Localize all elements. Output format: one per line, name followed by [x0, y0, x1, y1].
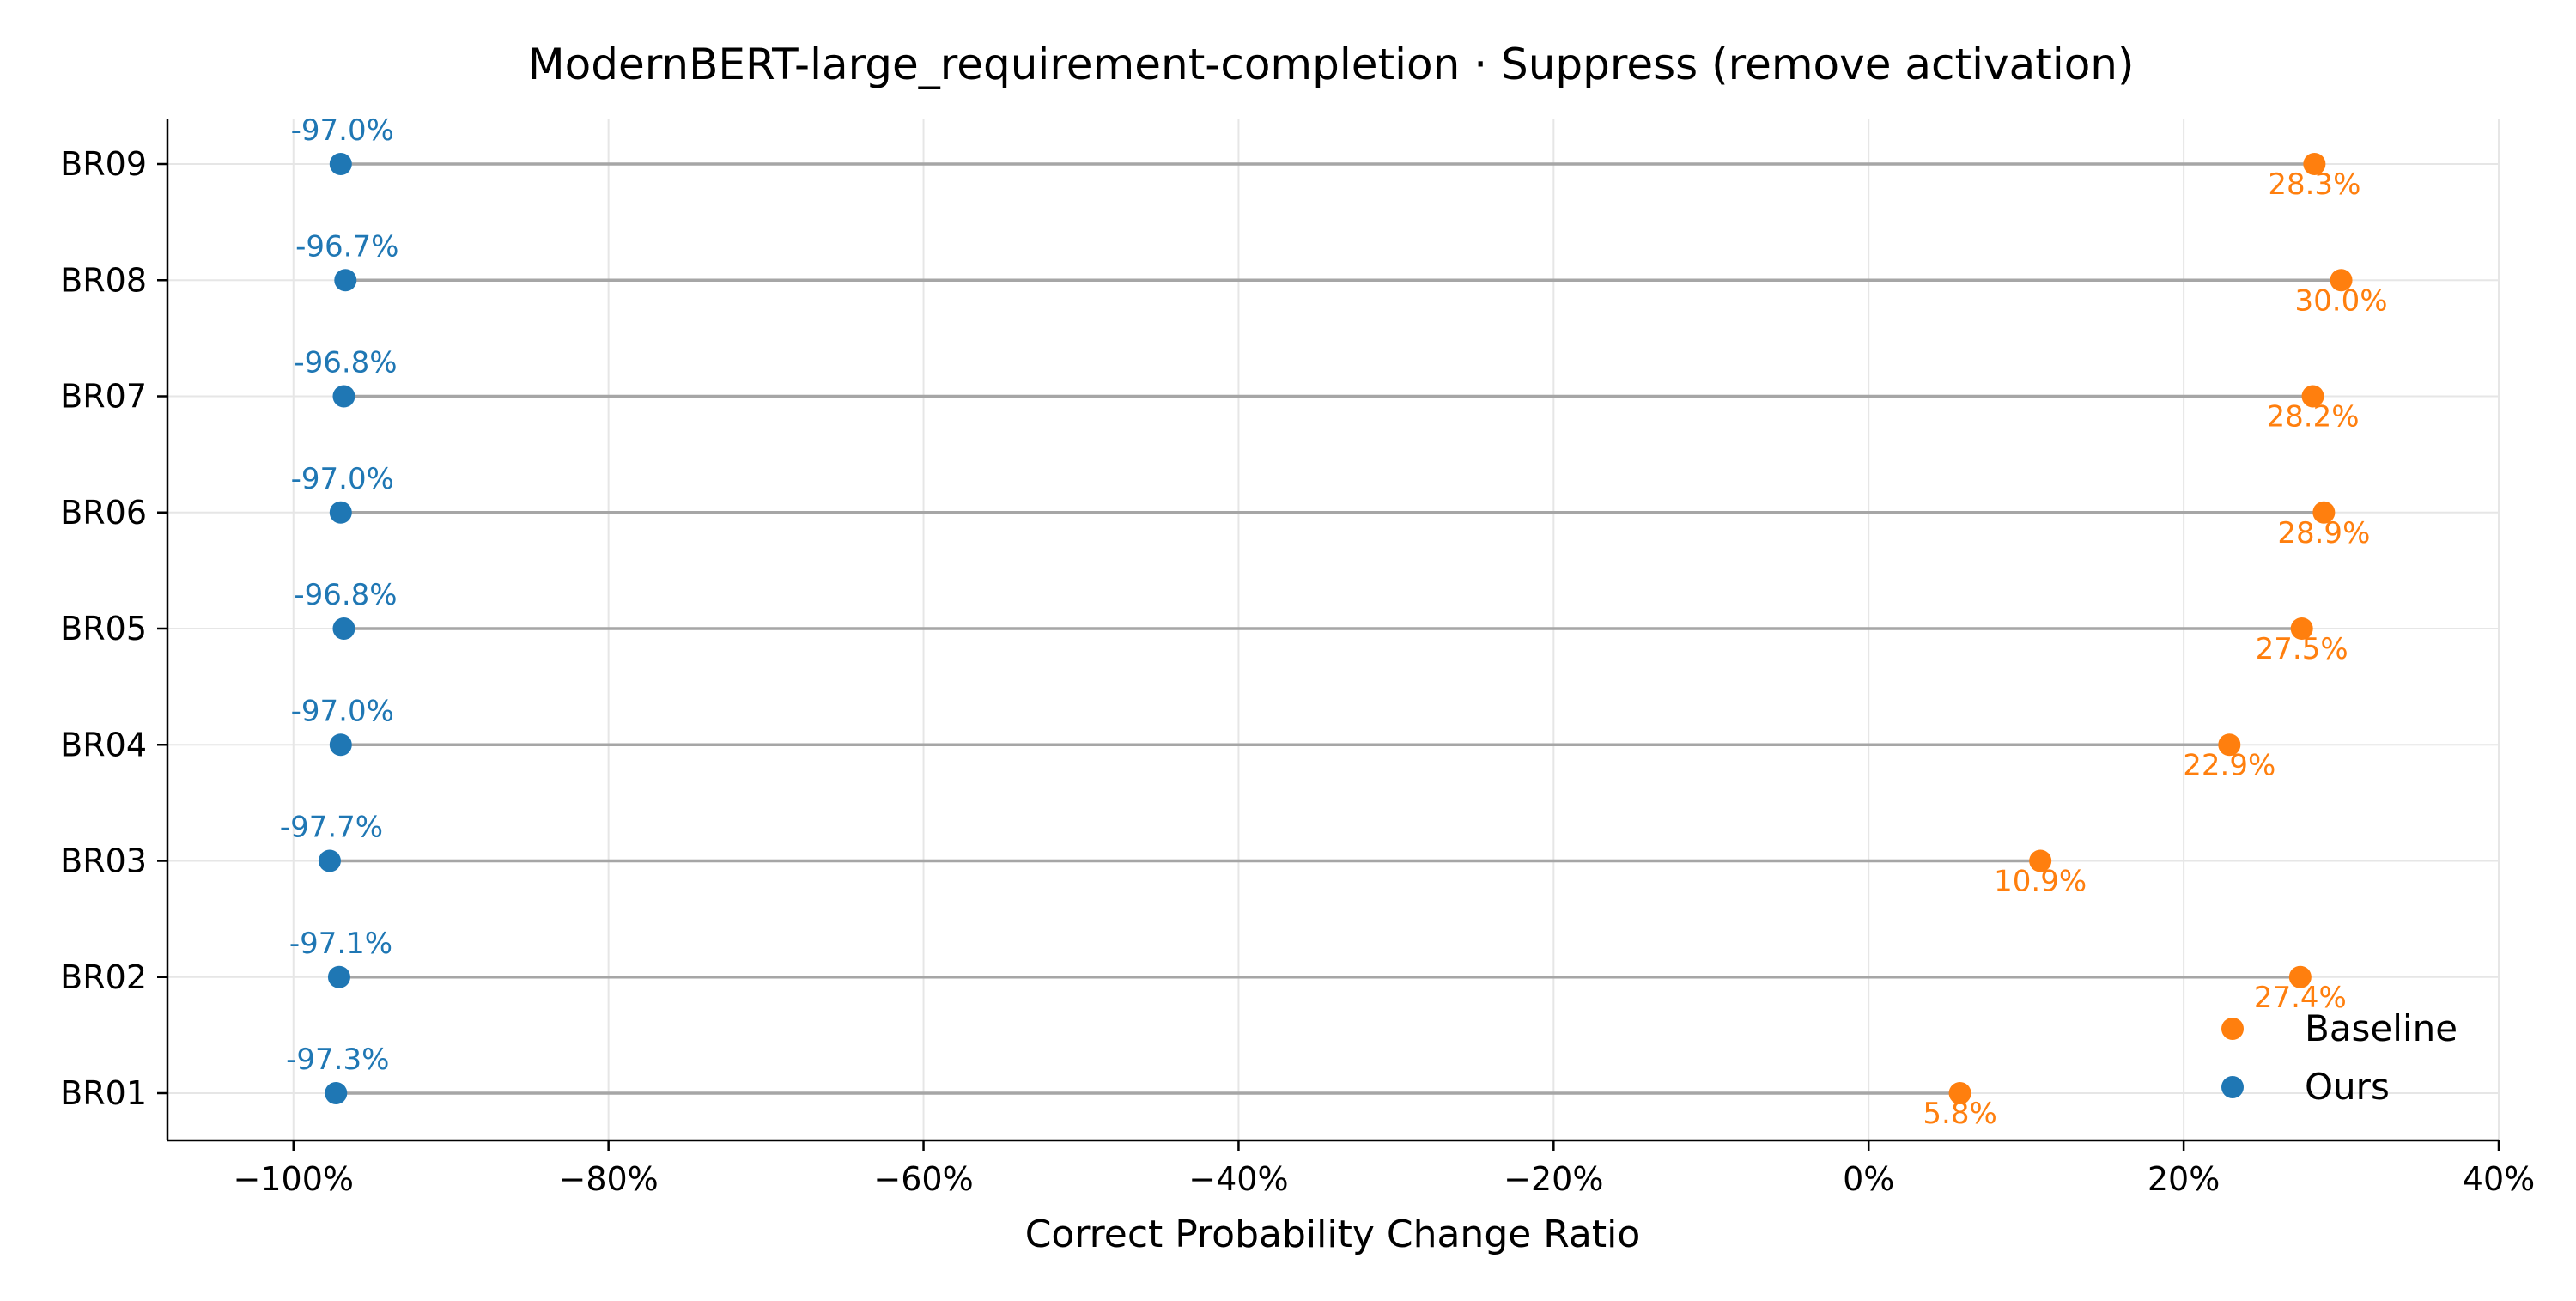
y-tick-label: BR06	[60, 494, 147, 532]
baseline-point	[2029, 849, 2052, 872]
ours-value-label: -97.3%	[286, 1043, 389, 1077]
ours-value-label: -97.0%	[291, 462, 394, 496]
data-labels: 5.8% -97.3% 27.4% -97.1% 10.9% -97.7% 22.9% -97…	[280, 113, 2388, 1131]
ours-point	[332, 385, 355, 408]
y-tick-label: BR02	[60, 958, 147, 996]
ours-point	[329, 153, 352, 175]
ours-value-label: -97.1%	[289, 927, 392, 961]
x-tick-label: −20%	[1504, 1160, 1603, 1198]
baseline-point	[2312, 501, 2336, 524]
ours-value-label: -96.7%	[295, 229, 398, 264]
x-tick-label: 0%	[1843, 1160, 1894, 1198]
ours-value-label: -97.0%	[291, 113, 394, 148]
baseline-point	[1948, 1082, 1971, 1104]
connectors	[329, 162, 2342, 1095]
legend-baseline-label: Baseline	[2305, 1007, 2458, 1049]
legend: Baseline Ours	[2221, 1007, 2458, 1108]
x-axis-label: Correct Probability Change Ratio	[1025, 1213, 1641, 1256]
baseline-point	[2303, 153, 2326, 175]
x-tick-label: −60%	[873, 1160, 973, 1198]
baseline-value-label: 5.8%	[1923, 1097, 1996, 1131]
legend-baseline-marker	[2221, 1018, 2244, 1040]
baseline-value-label: 27.5%	[2256, 632, 2348, 666]
ours-point	[327, 965, 350, 988]
x-tick-label: 40%	[2463, 1160, 2535, 1198]
y-tick-label: BR05	[60, 610, 147, 647]
x-tick-label: −100%	[234, 1160, 354, 1198]
ours-value-label: -97.7%	[280, 811, 383, 845]
baseline-value-label: 27.4%	[2254, 981, 2347, 1015]
x-tick-label: −40%	[1188, 1160, 1288, 1198]
ours-value-label: -96.8%	[294, 578, 397, 612]
legend-ours-marker	[2221, 1076, 2244, 1098]
ours-value-label: -97.0%	[291, 694, 394, 728]
y-tick-label: BR08	[60, 261, 147, 299]
baseline-point	[2330, 269, 2353, 292]
baseline-point	[2218, 733, 2241, 757]
y-tick-label: BR03	[60, 842, 147, 880]
ours-point	[325, 1082, 348, 1104]
y-tick-label: BR01	[60, 1074, 147, 1112]
x-tick-label: 20%	[2148, 1160, 2220, 1198]
x-tick-label: −80%	[558, 1160, 658, 1198]
baseline-value-label: 10.9%	[1994, 865, 2087, 899]
baseline-value-label: 28.3%	[2268, 167, 2360, 202]
baseline-value-label: 28.2%	[2267, 400, 2360, 435]
ours-point	[318, 849, 341, 872]
ours-point	[329, 733, 352, 757]
baseline-point	[2290, 617, 2313, 640]
y-tick-label: BR04	[60, 726, 147, 763]
baseline-value-label: 30.0%	[2295, 283, 2388, 318]
y-tick-label: BR09	[60, 145, 147, 183]
ours-point	[334, 269, 357, 292]
baseline-point	[2301, 385, 2324, 408]
data-points	[318, 153, 2353, 1104]
baseline-point	[2288, 965, 2312, 988]
axes: −100% −80% −60% −40% −20% 0% 20% 40% BR01 BR02 BR0…	[60, 119, 2535, 1198]
baseline-value-label: 22.9%	[2183, 748, 2275, 782]
y-tick-label: BR07	[60, 378, 147, 416]
ours-point	[329, 501, 352, 524]
legend-ours-label: Ours	[2305, 1066, 2390, 1108]
ours-value-label: -96.8%	[294, 346, 397, 380]
ours-point	[332, 617, 355, 640]
baseline-value-label: 28.9%	[2277, 516, 2370, 550]
chart-title: ModernBERT-large_requirement-completion …	[527, 40, 2134, 89]
